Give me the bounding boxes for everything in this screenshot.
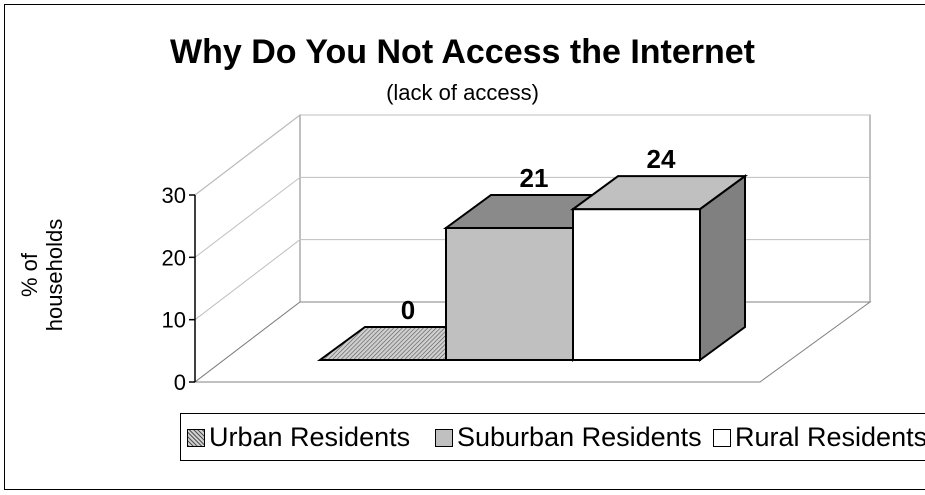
data-label-1: 21 [520, 163, 549, 193]
legend-item-urban: Urban Residents [187, 422, 410, 453]
bar-2-side [699, 174, 746, 362]
legend-item-suburban: Suburban Residents [435, 422, 702, 453]
y-tick-label-20: 20 [162, 245, 186, 270]
chart-frame [4, 4, 925, 490]
bar-1-front [445, 227, 574, 361]
legend-label-rural: Rural Residents [735, 422, 925, 452]
legend: Urban Residents Suburban Residents Rural… [180, 413, 925, 461]
legend-label-suburban: Suburban Residents [457, 422, 702, 452]
legend-swatch-suburban [435, 429, 453, 447]
gridline-30 [194, 114, 870, 196]
y-tick-label-0: 0 [174, 370, 186, 395]
chart-subtitle: (lack of access) [386, 80, 539, 105]
y-tick-label-30: 30 [162, 183, 186, 208]
legend-item-rural: Rural Residents [713, 422, 925, 453]
bar-2-front [572, 208, 701, 361]
legend-swatch-rural [713, 429, 731, 447]
legend-label-urban: Urban Residents [209, 422, 411, 452]
data-label-0: 0 [401, 295, 415, 325]
y-tick-label-10: 10 [162, 308, 186, 333]
data-label-2: 24 [647, 144, 676, 174]
chart-title: Why Do You Not Access the Internet [169, 33, 755, 71]
legend-swatch-urban [187, 429, 205, 447]
